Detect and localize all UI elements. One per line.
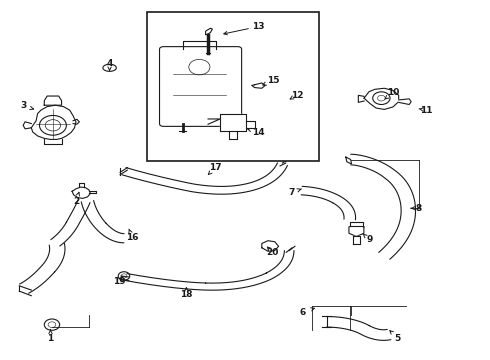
- Polygon shape: [220, 114, 246, 131]
- Text: 6: 6: [299, 308, 306, 317]
- Text: 8: 8: [416, 204, 422, 213]
- Polygon shape: [353, 237, 360, 244]
- Text: 12: 12: [291, 91, 303, 100]
- Text: 1: 1: [48, 334, 53, 343]
- Polygon shape: [399, 99, 411, 104]
- FancyBboxPatch shape: [160, 47, 242, 126]
- Text: 18: 18: [180, 290, 193, 299]
- Text: 19: 19: [113, 277, 125, 286]
- Polygon shape: [349, 224, 364, 237]
- Text: 13: 13: [252, 22, 265, 31]
- Text: 10: 10: [387, 88, 399, 97]
- Polygon shape: [72, 187, 90, 198]
- Polygon shape: [350, 222, 363, 226]
- Text: 3: 3: [20, 102, 26, 111]
- Text: 4: 4: [106, 59, 113, 68]
- Text: 17: 17: [209, 163, 221, 172]
- Polygon shape: [252, 83, 265, 88]
- Polygon shape: [31, 105, 76, 139]
- Polygon shape: [262, 241, 279, 251]
- Text: 14: 14: [252, 128, 265, 137]
- Bar: [147, 13, 319, 161]
- Text: 16: 16: [126, 233, 138, 242]
- Text: 20: 20: [267, 248, 279, 257]
- Text: 9: 9: [367, 235, 373, 244]
- Text: 7: 7: [289, 188, 295, 197]
- Polygon shape: [346, 157, 352, 164]
- Text: 15: 15: [267, 76, 279, 85]
- Text: 5: 5: [394, 334, 401, 343]
- Text: 2: 2: [73, 197, 79, 206]
- Polygon shape: [364, 88, 399, 109]
- Text: 11: 11: [420, 105, 433, 114]
